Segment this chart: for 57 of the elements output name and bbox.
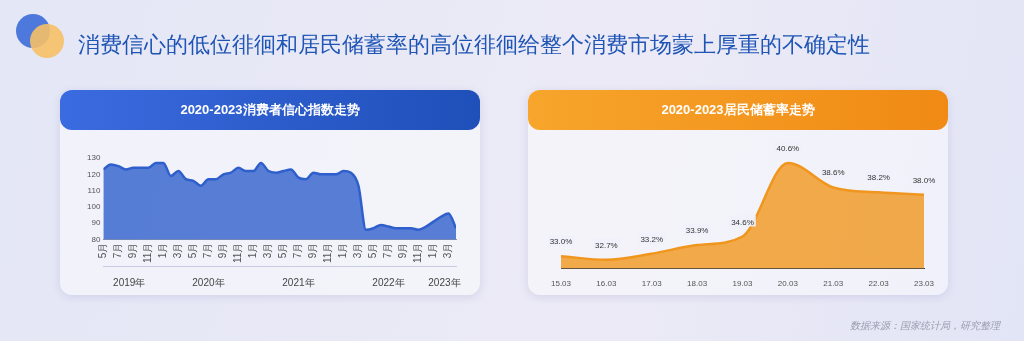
- data-label: 33.9%: [685, 226, 709, 236]
- x-tick-label: 7月: [382, 242, 394, 259]
- data-label: 38.0%: [912, 175, 936, 185]
- x-tick-label: 22.03: [868, 279, 890, 289]
- data-label: 38.2%: [867, 173, 890, 183]
- x2-tick-label: 2023年: [428, 276, 461, 288]
- data-label: 38.6%: [821, 168, 845, 178]
- x-tick-label: 5月: [367, 242, 379, 259]
- chart-title: 2020-2023消费者信心指数走势: [60, 90, 480, 130]
- x2-tick-label: 2020年: [192, 276, 225, 288]
- x2-tick-label: 2019年: [113, 276, 146, 288]
- x-tick-label: 3月: [352, 242, 364, 259]
- data-label: 33.0%: [549, 237, 573, 247]
- x-tick-label: 15.03: [550, 279, 572, 289]
- x-tick-label: 1月: [427, 242, 439, 259]
- annotation: 数据来源：国家统计局，研究整理: [850, 319, 1000, 333]
- x-tick-label: 18.03: [687, 279, 708, 289]
- x-tick-label: 11月: [142, 242, 154, 264]
- x-tick-label: 17.03: [641, 279, 663, 289]
- chart-title: 2020-2023居民储蓄率走势: [528, 90, 948, 130]
- x-tick-label: 9月: [307, 242, 319, 259]
- y-tick-label: 110: [87, 185, 101, 195]
- y-tick-label: 120: [86, 169, 101, 179]
- x-tick-label: 11月: [412, 242, 424, 264]
- x2-tick-label: 2021年: [282, 276, 315, 288]
- x-tick-label: 21.03: [823, 279, 844, 289]
- x-tick-label: 11月: [322, 242, 334, 264]
- x-tick-label: 9月: [217, 242, 229, 259]
- x-tick-label: 1月: [337, 242, 349, 259]
- x-tick-label: 7月: [202, 242, 214, 259]
- data-label: 32.7%: [595, 240, 618, 250]
- x-tick-label: 1月: [247, 242, 259, 259]
- x-tick-label: 5月: [187, 242, 199, 259]
- data-label: 33.2%: [640, 234, 664, 244]
- text: 消费信心的低位徘徊和居民储蓄率的高位徘徊给整个消费市场蒙上厚重的不确定性: [78, 31, 870, 59]
- x-tick-label: 20.03: [777, 279, 799, 289]
- x-tick-label: 3月: [442, 242, 454, 259]
- x-tick-label: 23.03: [913, 279, 935, 289]
- y-tick-label: 130: [86, 153, 101, 163]
- x-tick-label: 19.03: [732, 279, 754, 289]
- y-tick-label: 100: [86, 202, 101, 212]
- x-tick-label: 9月: [127, 242, 139, 259]
- x-tick-label: 3月: [172, 242, 184, 259]
- x-tick-label: 1月: [157, 242, 169, 259]
- x-tick-label: 5月: [277, 242, 289, 259]
- x-tick-label: 9月: [397, 242, 409, 259]
- y-tick-label: 90: [91, 218, 101, 228]
- y-tick-label: 80: [91, 234, 101, 244]
- x-tick-label: 7月: [292, 242, 304, 259]
- x2-tick-label: 2022年: [372, 276, 405, 288]
- x-tick-label: 3月: [262, 242, 274, 259]
- x-tick-label: 5月: [97, 242, 109, 259]
- data-label: 34.6%: [731, 217, 754, 227]
- x-tick-label: 7月: [112, 242, 124, 259]
- data-label: 40.6%: [776, 143, 800, 153]
- x-tick-label: 11月: [232, 242, 244, 264]
- x-tick-label: 16.03: [596, 279, 617, 289]
